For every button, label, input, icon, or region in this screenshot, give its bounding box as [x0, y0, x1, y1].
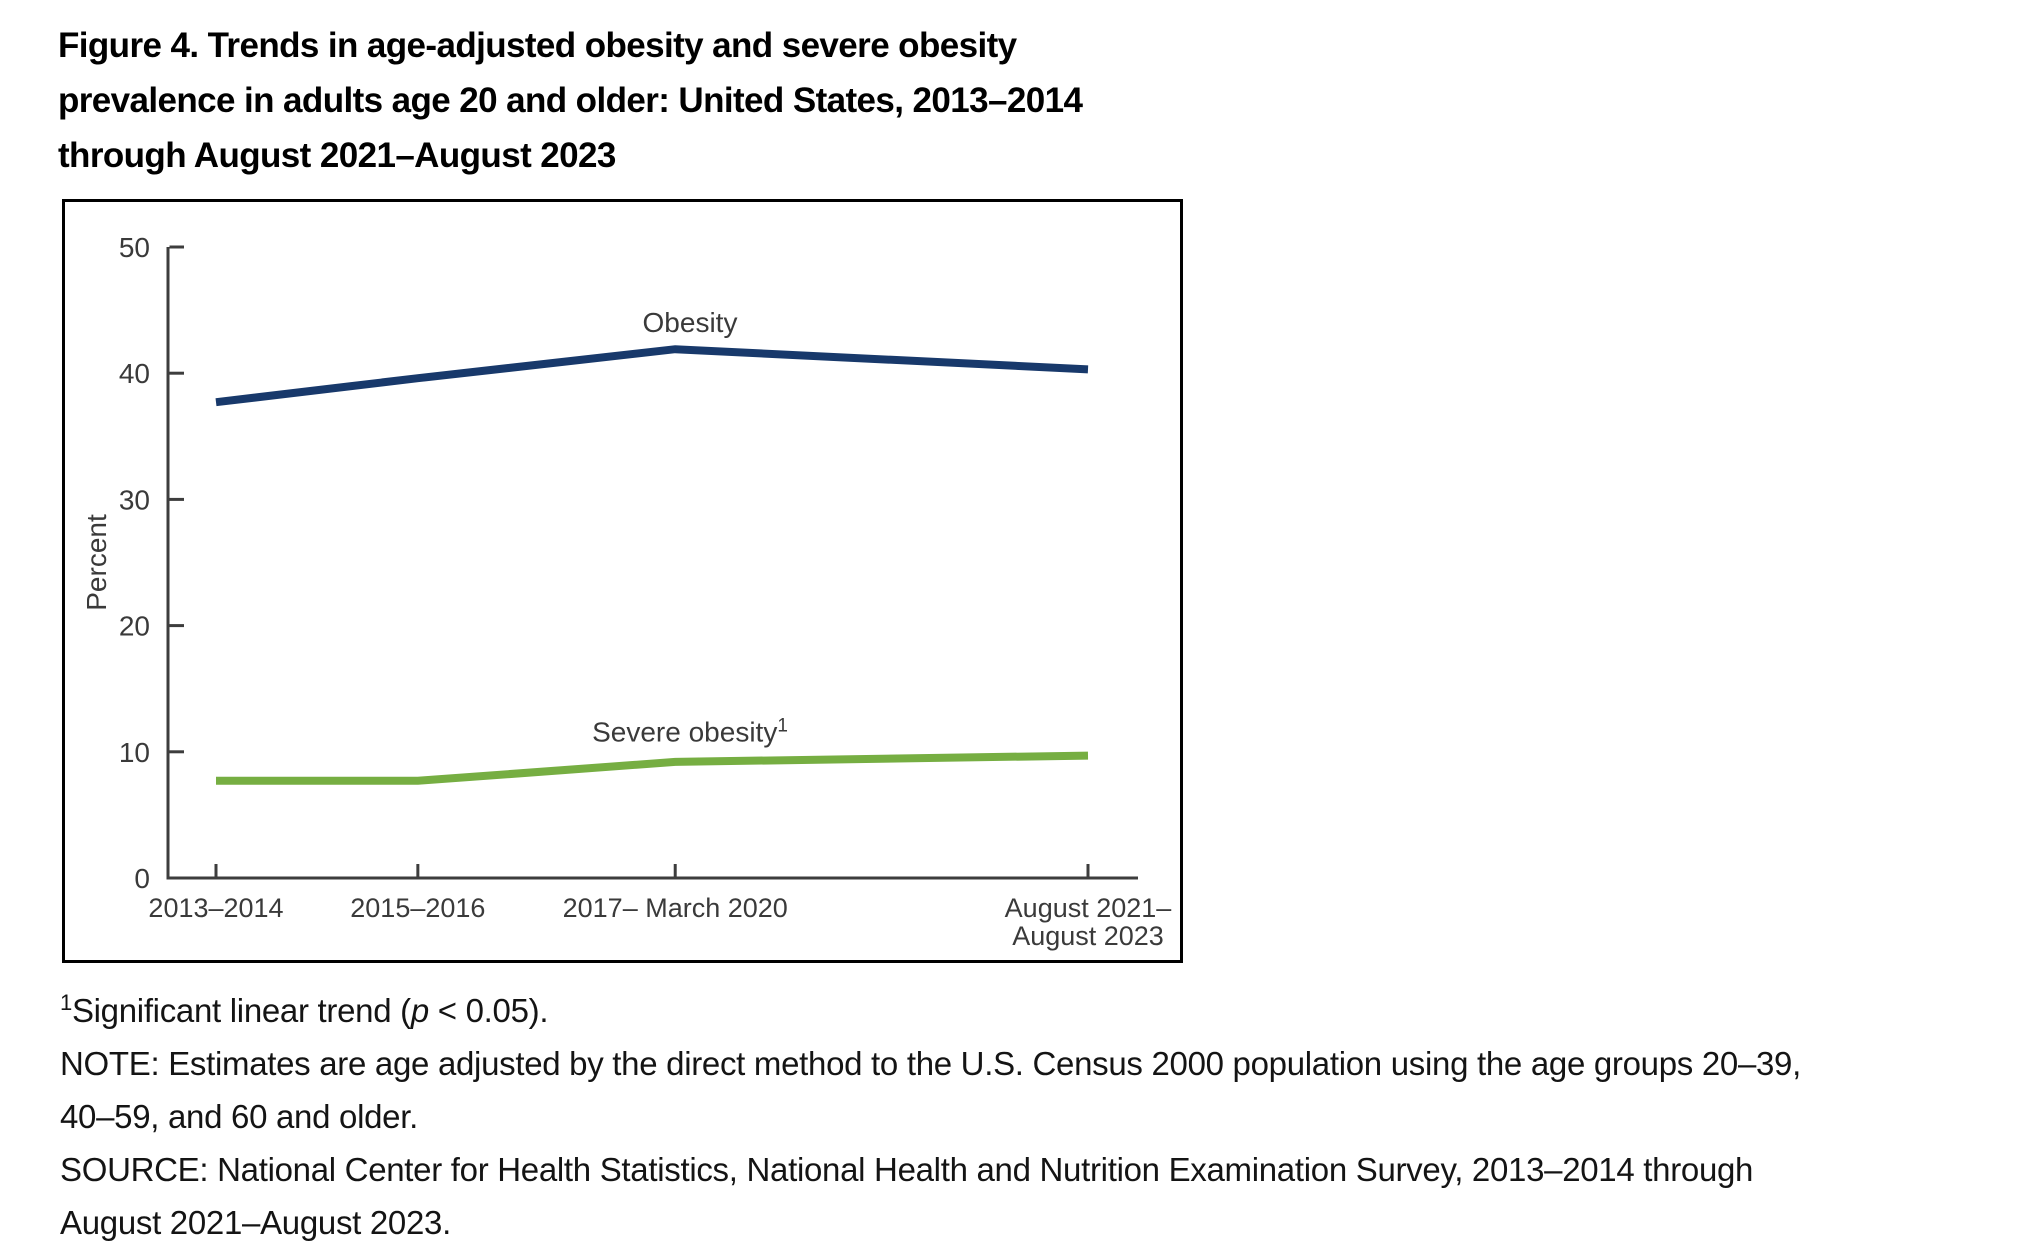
footnote-sig-post: < 0.05). — [428, 992, 549, 1029]
y-tick-label: 20 — [119, 611, 150, 642]
chart-frame: 0 10 20 30 40 50 Percent 2013–2014 2015–2016 2017… — [62, 199, 1183, 963]
y-tick-label: 30 — [119, 484, 150, 515]
y-tick-label: 40 — [119, 358, 150, 389]
severe-obesity-series-label-text: Severe obesity — [592, 716, 778, 748]
obesity-series-label: Obesity — [643, 307, 738, 339]
figure-title-line-3: through August 2021–August 2023 — [58, 136, 616, 175]
obesity-line — [215, 345, 1089, 407]
y-tick-label: 0 — [134, 863, 150, 894]
footnote-significance: 1Significant linear trend (p < 0.05). — [60, 976, 1801, 1037]
footnote-sig-pre: Significant linear trend ( — [71, 992, 411, 1029]
figure-title-line-2: prevalence in adults age 20 and older: U… — [58, 81, 1083, 120]
y-axis-title: Percent — [81, 514, 112, 611]
y-tick-label: 10 — [119, 737, 150, 768]
x-tick-label: 2017– March 2020 — [563, 893, 788, 923]
footnote-sig-pvalue: p — [410, 992, 429, 1029]
footnote-source-line-1: SOURCE: National Center for Health Stati… — [60, 1151, 1754, 1188]
figure-title-line-1: Figure 4. Trends in age-adjusted obesity… — [58, 26, 1017, 65]
severe-obesity-line — [216, 751, 1089, 785]
footnotes: 1Significant linear trend (p < 0.05). NO… — [60, 976, 1801, 1249]
obesity-series-label-text: Obesity — [642, 307, 738, 338]
footnote-marker: 1 — [60, 990, 72, 1015]
severe-obesity-series-label: Severe obesity1 — [592, 715, 788, 748]
x-tick-label: 2013–2014 — [148, 893, 283, 923]
severe-obesity-footnote-marker: 1 — [777, 715, 788, 737]
chart-plot: 0 10 20 30 40 50 Percent 2013–2014 2015–2016 2017… — [81, 232, 1172, 951]
x-tick-label: August 2021– — [1005, 893, 1172, 923]
x-tick-label: 2015–2016 — [350, 893, 485, 923]
y-tick-label: 50 — [119, 232, 150, 263]
footnote-note-line-2: 40–59, and 60 and older. — [60, 1098, 418, 1135]
figure-title: Figure 4. Trends in age-adjusted obesity… — [58, 18, 1083, 183]
footnote-source-line-2: August 2021–August 2023. — [60, 1204, 451, 1241]
x-tick-label: August 2023 — [1012, 921, 1164, 951]
footnote-note-line-1: NOTE: Estimates are age adjusted by the … — [60, 1045, 1801, 1082]
